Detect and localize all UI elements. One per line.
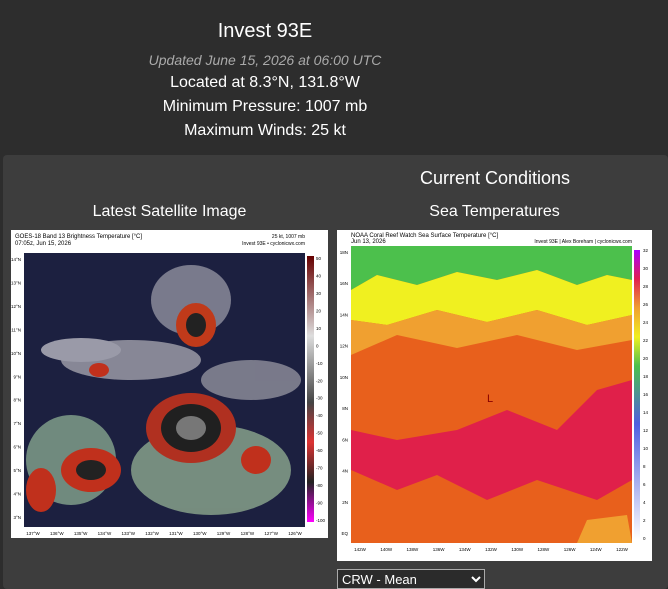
satellite-image: GOES-18 Band 13 Brightness Temperature [… xyxy=(11,230,328,538)
x-label: 134°W xyxy=(98,531,112,536)
colorbar-label: 30 xyxy=(643,266,649,271)
colorbar-label: 6 xyxy=(643,482,646,487)
colorbar-label: 22 xyxy=(643,338,649,343)
image-stats: 25 kt, 1007 mb xyxy=(272,234,305,240)
satellite-heading: Latest Satellite Image xyxy=(92,203,247,220)
x-label: 135°W xyxy=(74,531,88,536)
colorbar-label: -20 xyxy=(316,378,323,383)
y-label: 8°N xyxy=(13,398,21,403)
x-label: 129°W xyxy=(217,531,231,536)
colorbar-label: 8 xyxy=(643,464,646,469)
y-label: 18N xyxy=(340,250,348,255)
y-label: 12N xyxy=(340,344,348,349)
y-label: 3°N xyxy=(13,515,21,520)
section-title: Current Conditions xyxy=(419,168,571,188)
colorbar-label: -100 xyxy=(316,518,326,523)
colorbar-label: -80 xyxy=(316,483,323,488)
updated: Updated June 15, 2026 at 06:00 UTC xyxy=(148,52,382,68)
colorbar-label: 18 xyxy=(643,374,649,379)
x-label: 138W xyxy=(407,547,420,552)
colorbar-label: -10 xyxy=(316,361,323,366)
x-label: 136°W xyxy=(50,531,64,536)
y-label: 12°N xyxy=(11,304,21,309)
y-label: 8N xyxy=(342,406,348,411)
colorbar-label: -60 xyxy=(316,448,323,453)
winds: Maximum Winds: 25 kt xyxy=(184,122,346,139)
y-label: 4°N xyxy=(13,492,21,497)
colorbar-label: 20 xyxy=(316,308,322,313)
colorbar-label: 40 xyxy=(316,273,322,278)
colorbar-label: 16 xyxy=(643,392,649,397)
image-credit: Invest 93E | Alex Boreham | cyclonicwx.c… xyxy=(534,239,632,245)
x-label: 134W xyxy=(459,547,472,552)
y-label: 11°N xyxy=(11,327,21,332)
colorbar-label: 0 xyxy=(643,536,646,541)
x-label: 126W xyxy=(564,547,577,552)
x-label: 128°W xyxy=(241,531,255,536)
colorbar-label: 12 xyxy=(643,428,649,433)
image-time: Jun 13, 2026 xyxy=(351,239,386,245)
x-label: 126°W xyxy=(288,531,302,536)
image-credit: Invest 93E • cyclonicwx.com xyxy=(242,241,305,247)
x-label: 127°W xyxy=(264,531,278,536)
colorbar-label: -70 xyxy=(316,466,323,471)
colorbar-label: 20 xyxy=(643,356,649,361)
x-label: 131°W xyxy=(169,531,183,536)
y-label: 14°N xyxy=(11,257,21,262)
sst-heading: Sea Temperatures xyxy=(429,203,560,220)
x-label: 132°W xyxy=(145,531,159,536)
image-time: 07:05z, Jun 15, 2026 xyxy=(15,241,72,247)
colorbar-label: 14 xyxy=(643,410,649,415)
y-label: 14N xyxy=(340,312,348,317)
x-label: 128W xyxy=(538,547,551,552)
colorbar-label: 28 xyxy=(643,284,649,289)
colorbar-label: -50 xyxy=(316,431,323,436)
colorbar-label: 30 xyxy=(316,291,322,296)
x-label: 137°W xyxy=(26,531,40,536)
x-label: 142W xyxy=(354,547,367,552)
colorbar-label: 24 xyxy=(643,320,649,325)
colorbar-label: 10 xyxy=(643,446,649,451)
image-title: GOES-18 Band 13 Brightness Temperature [… xyxy=(15,234,142,240)
colorbar-label: -40 xyxy=(316,413,323,418)
y-label: 6N xyxy=(342,437,348,442)
y-label: 10N xyxy=(340,375,348,380)
y-label: 5°N xyxy=(13,468,21,473)
x-label: 132W xyxy=(485,547,498,552)
y-label: 6°N xyxy=(13,445,21,450)
colorbar-label: 10 xyxy=(316,326,322,331)
x-label: 140W xyxy=(380,547,393,552)
x-label: 130W xyxy=(511,547,524,552)
y-label: 2N xyxy=(342,500,348,505)
colorbar-label: 0 xyxy=(316,343,319,348)
colorbar-label: -90 xyxy=(316,501,323,506)
colorbar-label: 32 xyxy=(643,248,649,253)
y-label: 13°N xyxy=(11,280,21,285)
y-label: 10°N xyxy=(11,351,21,356)
colorbar-label: -30 xyxy=(316,396,323,401)
center-marker: L xyxy=(487,393,493,405)
colorbar-label: 2 xyxy=(643,518,646,523)
x-label: 122W xyxy=(616,547,629,552)
storm-title: Invest 93E xyxy=(217,20,313,42)
colorbar-label: 26 xyxy=(643,302,649,307)
y-label: 16N xyxy=(340,281,348,286)
x-label: 136W xyxy=(433,547,446,552)
sst-product-select[interactable]: CRW - Mean xyxy=(337,569,485,589)
y-label: 7°N xyxy=(13,421,21,426)
colorbar-label: 50 xyxy=(316,256,322,261)
sst-image: L NOAA Coral Reef Watch Sea Surface Temp… xyxy=(337,230,652,561)
y-label: 4N xyxy=(342,469,348,474)
y-label: EQ xyxy=(341,531,348,536)
location: Located at 8.3°N, 131.8°W xyxy=(170,74,360,91)
y-label: 9°N xyxy=(13,374,21,379)
x-label: 133°W xyxy=(121,531,135,536)
image-title: NOAA Coral Reef Watch Sea Surface Temper… xyxy=(351,233,498,239)
colorbar-label: 4 xyxy=(643,500,646,505)
x-label: 124W xyxy=(590,547,603,552)
x-label: 130°W xyxy=(193,531,207,536)
pressure: Minimum Pressure: 1007 mb xyxy=(162,98,368,115)
